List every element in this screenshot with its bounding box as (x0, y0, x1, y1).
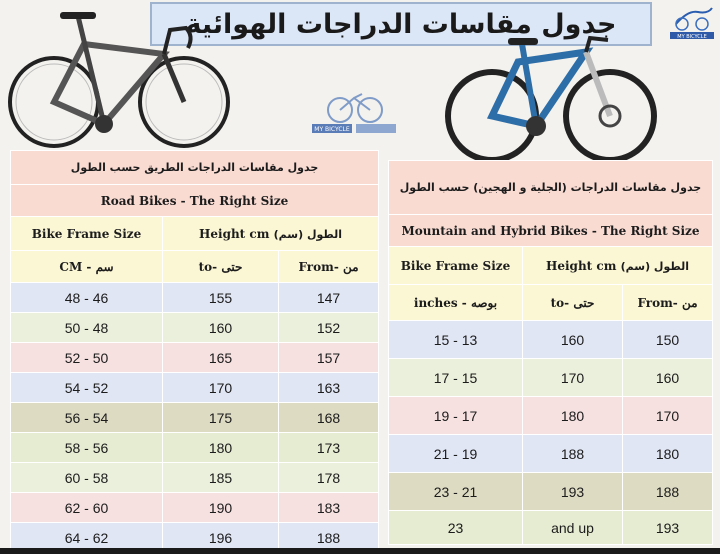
road-col-height: Height cm (سم) الطول (161, 216, 380, 251)
road-to: 170 (162, 372, 279, 403)
road-height-ar: (سم) الطول (273, 227, 342, 241)
road-size: 50 - 48 (10, 312, 163, 343)
road-from: 163 (277, 372, 380, 403)
mtb-to: 193 (522, 472, 623, 511)
road-size-table: جدول مقاسات الدراجات الطريق حسب الطول Ro… (9, 150, 380, 553)
road-from: 178 (277, 462, 380, 493)
road-from: 157 (277, 342, 380, 373)
mtb-size: 23 (388, 510, 523, 545)
bottom-bar (0, 548, 720, 554)
mtb-row: 17 - 15 170 160 (388, 358, 713, 397)
brand-logo-text: MY BICYCLE (677, 34, 706, 40)
mtb-to: 160 (522, 320, 623, 359)
brand-logo-icon: MY BICYCLE (670, 7, 714, 40)
mtb-height-ar: (سم) الطول (620, 259, 689, 273)
mtb-arabic-header: جدول مقاسات الدراجات (الجلية و الهجين) ح… (388, 160, 713, 215)
mountain-bike-icon (445, 35, 657, 163)
watermark-logo-text: MY BICYCLE (314, 126, 350, 133)
mtb-from: 188 (622, 472, 713, 511)
road-from: 173 (277, 432, 380, 463)
mtb-row: 19 - 17 180 170 (388, 396, 713, 435)
mtb-size: 21 - 19 (388, 434, 523, 473)
mtb-row: 21 - 19 188 180 (388, 434, 713, 473)
road-col-frame: Bike Frame Size (10, 216, 163, 251)
mtb-to: 188 (522, 434, 623, 473)
road-to: 185 (162, 462, 279, 493)
road-row: 56 - 54 175 168 (10, 402, 380, 433)
road-arabic-header: جدول مقاسات الدراجات الطريق حسب الطول (9, 150, 380, 185)
road-to: 190 (162, 492, 279, 523)
mtb-from: 160 (622, 358, 713, 397)
road-height-en: Height cm (199, 226, 270, 241)
road-to: 160 (162, 312, 279, 343)
road-from: 147 (277, 282, 380, 313)
road-to-label: to- حتى (162, 250, 279, 283)
road-row: 58 - 56 180 173 (10, 432, 380, 463)
mtb-from-label: From- من (622, 284, 713, 321)
mtb-from: 170 (622, 396, 713, 435)
road-row: 60 - 58 185 178 (10, 462, 380, 493)
mtb-to-label: to- حتى (522, 284, 623, 321)
road-to: 175 (162, 402, 279, 433)
road-from-label: From- من (277, 250, 380, 283)
road-row: 64 - 62 196 188 (10, 522, 380, 553)
road-size: 62 - 60 (10, 492, 163, 523)
road-size: 60 - 58 (10, 462, 163, 493)
mtb-from: 193 (622, 510, 713, 545)
mtb-from: 180 (622, 434, 713, 473)
road-from: 188 (277, 522, 380, 553)
page-title-text: جدول مقاسات الدراجات الهوائية (185, 8, 617, 40)
mtb-to: and up (522, 510, 623, 545)
road-to: 155 (162, 282, 279, 313)
road-bike-icon (8, 12, 230, 148)
road-from: 152 (277, 312, 380, 343)
road-row: 52 - 50 165 157 (10, 342, 380, 373)
mtb-inches-label: inches - بوصه (388, 284, 523, 321)
mtb-height-en: Height cm (546, 258, 617, 273)
mtb-to: 180 (522, 396, 623, 435)
road-row: 48 - 46 155 147 (10, 282, 380, 313)
mtb-col-frame: Bike Frame Size (388, 246, 523, 285)
road-cm-label: CM - سم (10, 250, 163, 283)
mtb-to: 170 (522, 358, 623, 397)
mtb-row: 23 and up 193 (388, 510, 713, 545)
mtb-table-title: Mountain and Hybrid Bikes - The Right Si… (388, 214, 713, 247)
road-from: 183 (277, 492, 380, 523)
mtb-size: 17 - 15 (388, 358, 523, 397)
road-size: 48 - 46 (10, 282, 163, 313)
mtb-size: 15 - 13 (388, 320, 523, 359)
road-row: 54 - 52 170 163 (10, 372, 380, 403)
mtb-row: 23 - 21 193 188 (388, 472, 713, 511)
road-size: 52 - 50 (10, 342, 163, 373)
road-row: 50 - 48 160 152 (10, 312, 380, 343)
mtb-size: 23 - 21 (388, 472, 523, 511)
road-size: 64 - 62 (10, 522, 163, 553)
road-to: 165 (162, 342, 279, 373)
road-table-title: Road Bikes - The Right Size (9, 184, 380, 217)
page-title: جدول مقاسات الدراجات الهوائية (150, 2, 652, 46)
mtb-size: 19 - 17 (388, 396, 523, 435)
watermark-logo-icon: MY BICYCLE (312, 93, 396, 133)
road-row: 62 - 60 190 183 (10, 492, 380, 523)
mtb-row: 15 - 13 160 150 (388, 320, 713, 359)
road-to: 180 (162, 432, 279, 463)
road-size: 58 - 56 (10, 432, 163, 463)
mtb-from: 150 (622, 320, 713, 359)
road-to: 196 (162, 522, 279, 553)
road-from: 168 (277, 402, 380, 433)
road-size: 54 - 52 (10, 372, 163, 403)
mtb-col-height: Height cm (سم) الطول (522, 246, 713, 285)
mtb-size-table: جدول مقاسات الدراجات (الجلية و الهجين) ح… (388, 160, 713, 545)
road-size: 56 - 54 (10, 402, 163, 433)
